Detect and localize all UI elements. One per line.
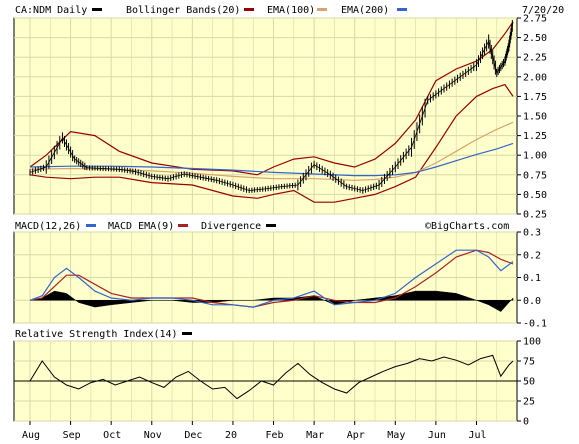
macd-ytick-label-3: 0.0 (523, 296, 541, 307)
macd-ytick-label-2: 0.1 (523, 273, 541, 284)
legend-bollinger-swatch (244, 8, 254, 11)
legend-macd-label: MACD(12,26) (15, 221, 81, 232)
xtick-label-5: 20 (225, 430, 237, 441)
xtick-label-7: Mar (306, 430, 324, 441)
rsi-ytick-label-0: 100 (523, 337, 541, 348)
price-ytick-label-7: 1.00 (523, 151, 547, 162)
ema200-line (29, 142, 514, 177)
rsi-ytick-label-3: 25 (523, 397, 535, 408)
legend-rsi-label: Relative Strength Index(14) (15, 329, 178, 340)
price-ytick-label-1: 2.50 (523, 33, 547, 44)
price-ytick-label-8: 0.75 (523, 170, 547, 181)
rsi-ytick-label-4: 0 (523, 417, 529, 428)
legend-divergence-swatch (266, 224, 276, 227)
price-ytick-label-0: 2.75 (523, 14, 547, 25)
price-ytick-label-10: 0.25 (523, 210, 547, 221)
legend-rsi-swatch (182, 332, 192, 335)
xtick-label-11: Jul (468, 430, 486, 441)
legend-macd-swatch (86, 224, 96, 227)
legend-ticker-label: CA:NDM Daily (15, 5, 87, 16)
xtick-label-10: Jun (428, 430, 446, 441)
price-ytick-label-2: 2.25 (523, 53, 547, 64)
xtick-label-1: Sep (63, 430, 81, 441)
macd-ytick-label-1: 0.2 (523, 250, 541, 261)
xtick-label-0: Aug (22, 430, 40, 441)
divergence-histogram (29, 290, 514, 312)
watermark-label: ©BigCharts.com (425, 221, 509, 232)
legend-ema200-swatch (397, 8, 407, 11)
xtick-label-2: Oct (103, 430, 121, 441)
xtick-label-8: Apr (347, 430, 365, 441)
legend-bollinger-label: Bollinger Bands(20) (126, 5, 240, 16)
price-ytick-label-9: 0.50 (523, 190, 547, 201)
xtick-label-3: Nov (144, 430, 162, 441)
rsi-line (29, 354, 514, 400)
rsi-ytick-label-2: 50 (523, 377, 535, 388)
price-ytick-label-6: 1.25 (523, 131, 547, 142)
price-ytick-label-5: 1.50 (523, 112, 547, 123)
bollinger-upper-line (29, 21, 514, 176)
legend-macd-ema-label: MACD EMA(9) (108, 221, 174, 232)
legend-ema200-label: EMA(200) (341, 5, 389, 16)
bollinger-lower-line (29, 83, 514, 203)
macd-ytick-label-0: 0.3 (523, 228, 541, 239)
date-label: 7/20/20 (522, 5, 564, 16)
price-ytick-label-3: 2.00 (523, 72, 547, 83)
legend-ticker-swatch (92, 8, 102, 11)
legend-divergence-label: Divergence (201, 221, 261, 232)
legend-ema100-label: EMA(100) (267, 5, 315, 16)
price-line (29, 21, 514, 191)
legend-ema100-swatch (317, 8, 327, 11)
price-ytick-label-4: 1.75 (523, 92, 547, 103)
legend-macd-ema-swatch (178, 224, 188, 227)
xtick-label-6: Feb (266, 430, 284, 441)
macd-line (29, 249, 514, 308)
xtick-label-4: Dec (184, 430, 202, 441)
macd-ema-line (29, 249, 514, 308)
xtick-label-9: May (387, 430, 405, 441)
macd-ytick-label-4: -0.1 (523, 319, 547, 330)
rsi-ytick-label-1: 75 (523, 357, 535, 368)
